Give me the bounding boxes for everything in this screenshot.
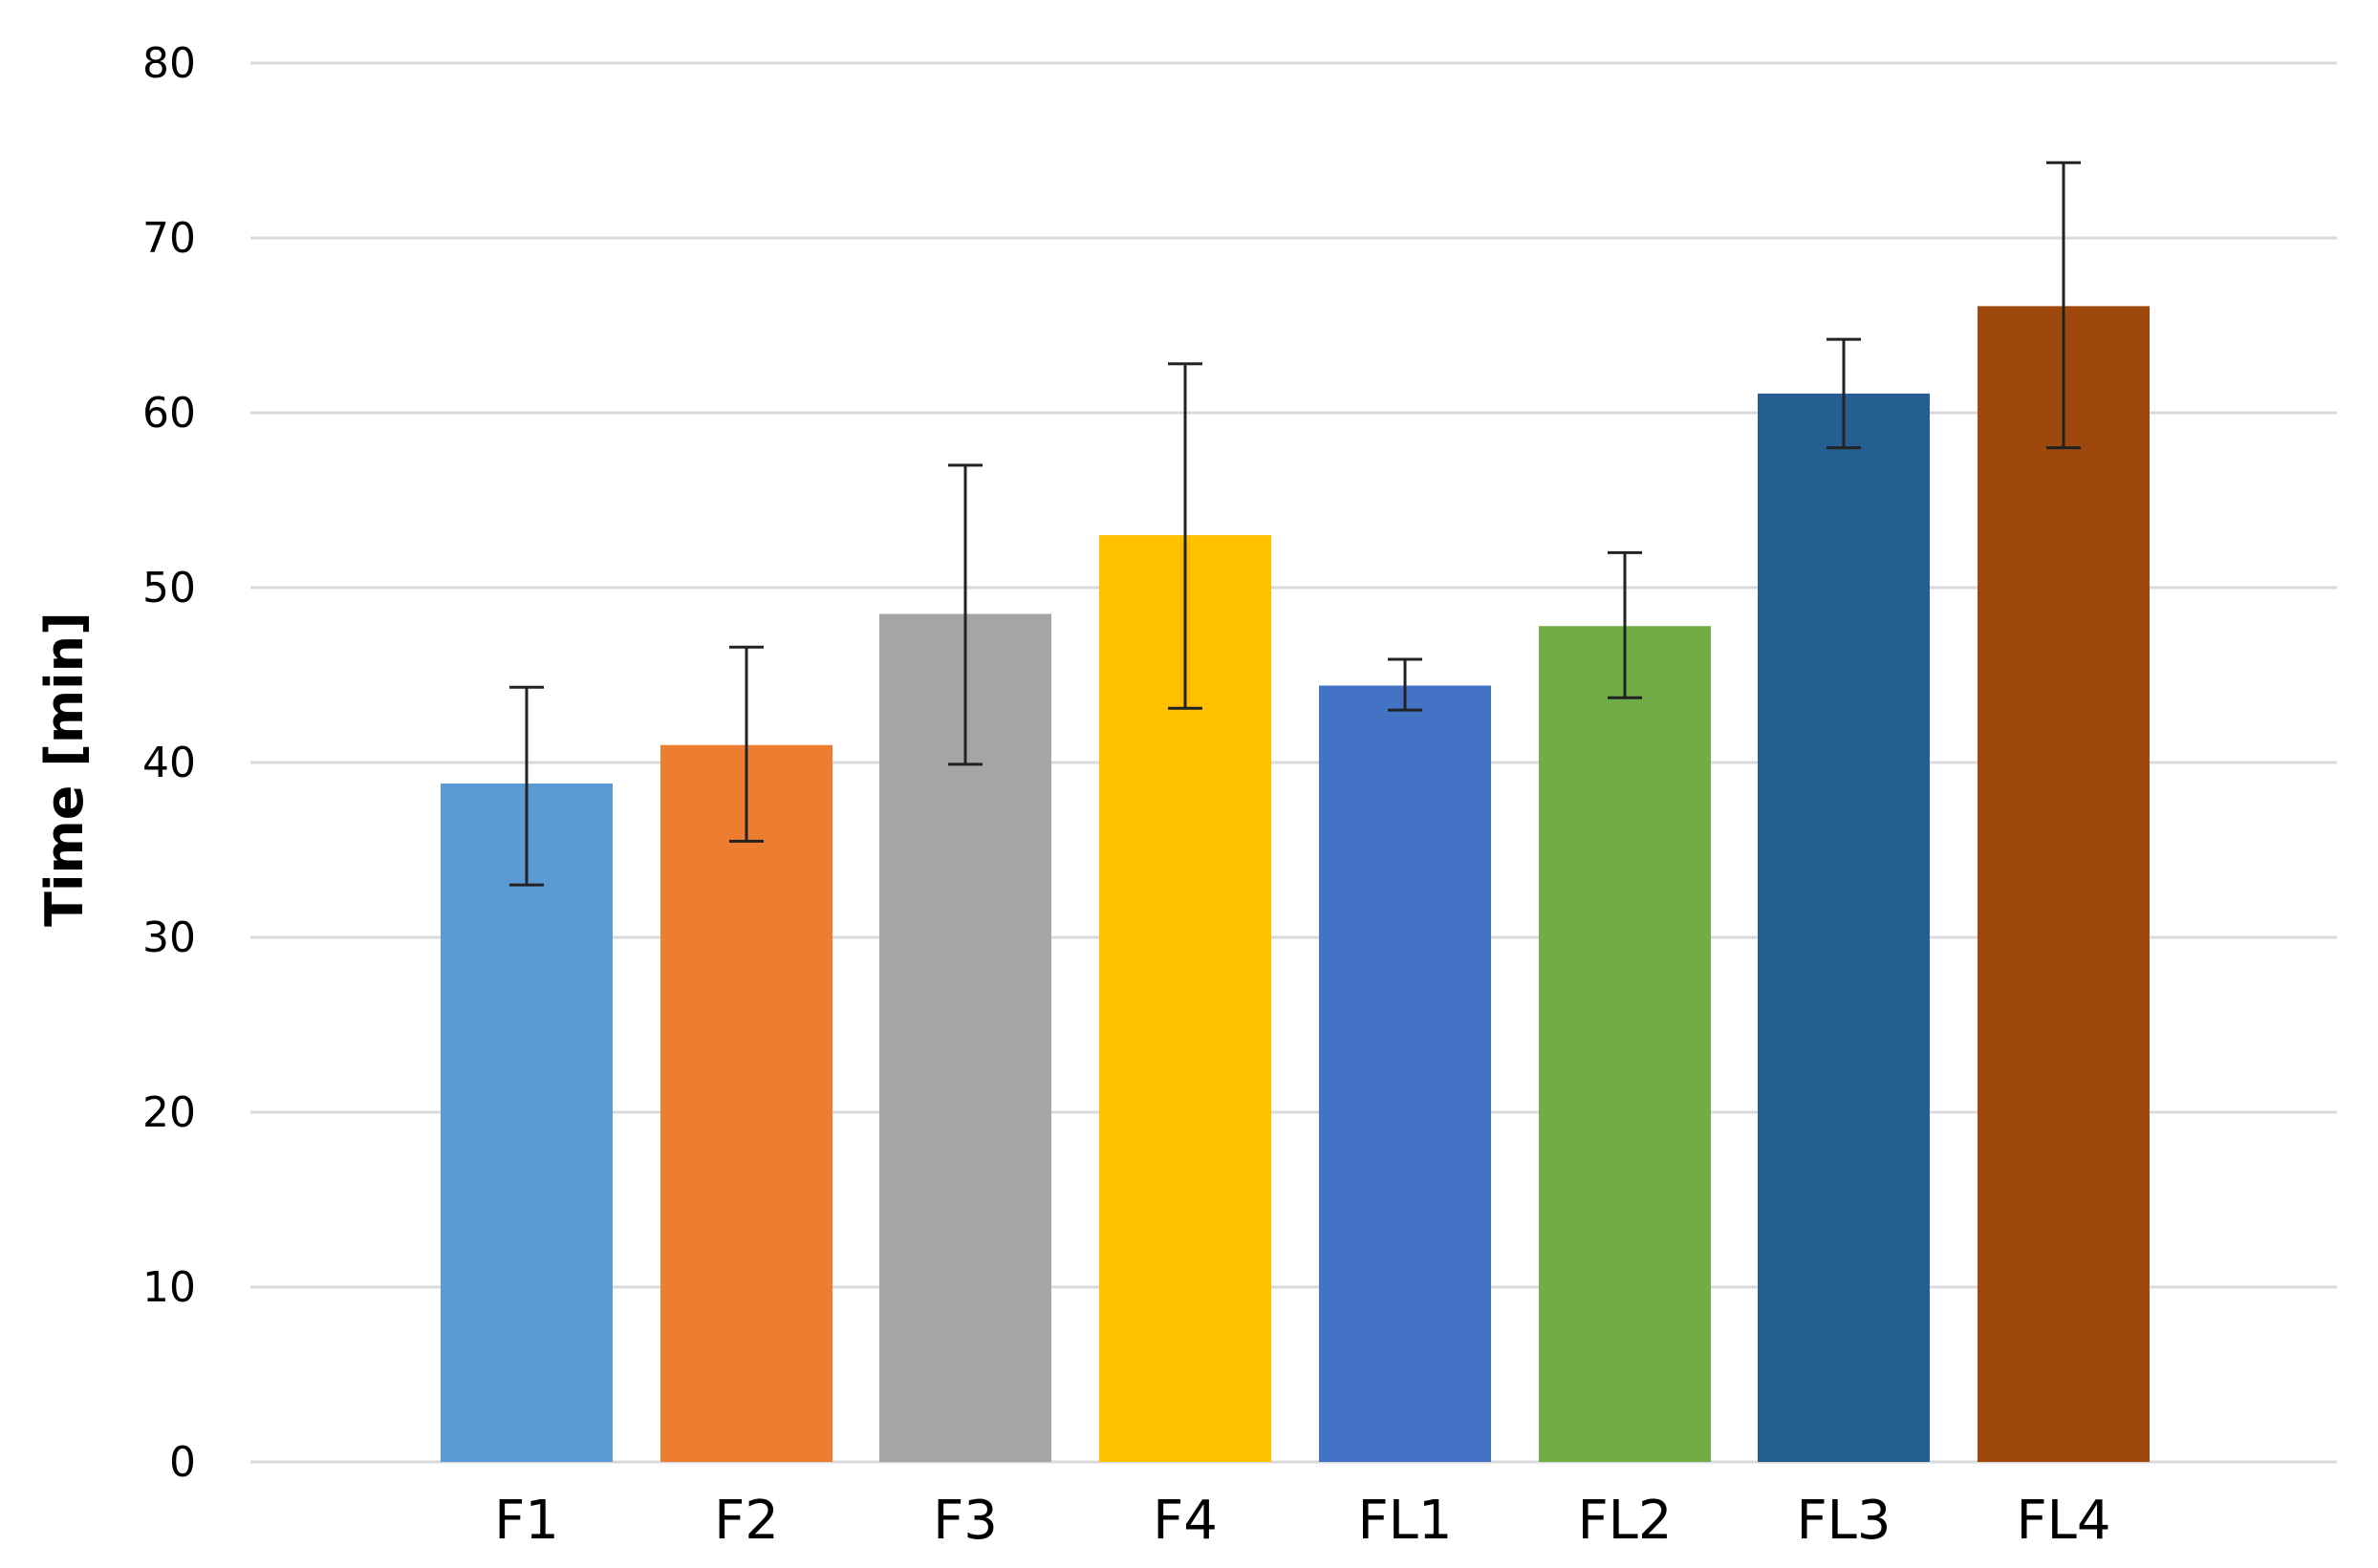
error-bar-f3 xyxy=(948,463,983,766)
y-tick-label: 30 xyxy=(142,913,196,962)
bar-f1 xyxy=(441,783,613,1462)
y-tick-label: 70 xyxy=(142,214,196,263)
x-tick-label: F1 xyxy=(494,1490,559,1552)
y-axis-title: Time [min] xyxy=(34,612,95,927)
error-bar-f1 xyxy=(509,685,544,887)
bar-fl2 xyxy=(1539,626,1711,1462)
bar-fl3 xyxy=(1758,393,1930,1462)
y-tick-label: 80 xyxy=(142,39,196,88)
x-tick-label: FL2 xyxy=(1577,1490,1672,1552)
y-tick-label: 10 xyxy=(142,1263,196,1312)
bar-fl4 xyxy=(1978,306,2150,1462)
y-tick-label: 50 xyxy=(142,564,196,612)
x-axis-labels: F1 F2 F3 F4 FL1 FL2 FL3 FL4 xyxy=(494,1490,2110,1552)
x-tick-label: FL4 xyxy=(2016,1490,2110,1552)
y-tick-label: 40 xyxy=(142,739,196,787)
error-bar-fl4 xyxy=(2046,161,2081,450)
error-bar-fl3 xyxy=(1827,337,1861,450)
error-bar-fl1 xyxy=(1388,657,1422,712)
x-tick-label: F3 xyxy=(933,1490,998,1552)
y-tick-label: 0 xyxy=(169,1438,196,1487)
bar-f2 xyxy=(660,744,832,1462)
error-bar-f4 xyxy=(1168,362,1202,710)
y-tick-label: 60 xyxy=(142,389,196,438)
x-tick-label: FL3 xyxy=(1796,1490,1891,1552)
x-tick-label: FL1 xyxy=(1357,1490,1452,1552)
y-axis-ticks: 0 10 20 30 40 50 60 70 80 xyxy=(142,39,196,1487)
x-tick-label: F2 xyxy=(714,1490,779,1552)
bars xyxy=(441,306,2150,1462)
bar-fl1 xyxy=(1319,685,1491,1462)
x-tick-label: F4 xyxy=(1153,1490,1218,1552)
y-tick-label: 20 xyxy=(142,1088,196,1137)
error-bars xyxy=(509,161,2081,887)
error-bar-f2 xyxy=(729,645,764,843)
error-bar-fl2 xyxy=(1608,550,1642,699)
